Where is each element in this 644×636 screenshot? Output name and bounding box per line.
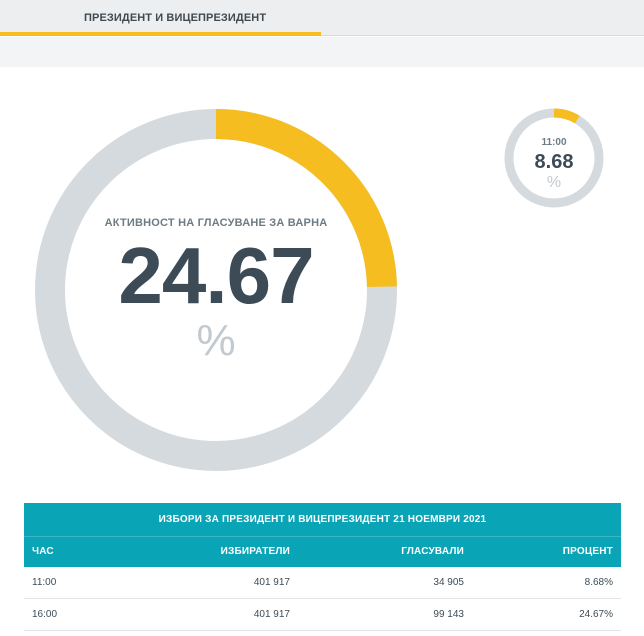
cell-hour: 16:00 (32, 609, 58, 620)
cell-voters: 401 917 (253, 609, 290, 620)
main-turnout-gauge: АКТИВНОСТ НА ГЛАСУВАНЕ ЗА ВАРНА 24.67 % (34, 108, 398, 472)
main-gauge-ring (35, 109, 397, 471)
cell-voted: 34 905 (433, 576, 464, 588)
tab-bar: ПРЕЗИДЕНТ И ВИЦЕПРЕЗИДЕНТ (0, 0, 644, 36)
cell-voted: 99 143 (433, 609, 464, 620)
cell-hour: 11:00 (32, 576, 57, 588)
tab-strip (0, 37, 644, 67)
table-row: 16:00 401 917 99 143 24.67% (24, 599, 621, 631)
turnout-data-table: ЧАС ИЗБИРАТЕЛИ ГЛАСУВАЛИ ПРОЦЕНТ 11:00 4… (24, 536, 621, 631)
cell-voters: 401 917 (253, 576, 290, 588)
hourly-gauge-unit: % (546, 174, 562, 191)
main-gauge-unit: % (196, 316, 236, 365)
turnout-table: ИЗБОРИ ЗА ПРЕЗИДЕНТ И ВИЦЕПРЕЗИДЕНТ 21 Н… (24, 503, 621, 631)
hourly-gauge-value: 8.68 (534, 151, 574, 173)
main-gauge-label: АКТИВНОСТ НА ГЛАСУВАНЕ ЗА ВАРНА (104, 217, 328, 229)
tab-president[interactable]: ПРЕЗИДЕНТ И ВИЦЕПРЕЗИДЕНТ (0, 0, 321, 36)
table-row: 11:00 401 917 34 905 8.68% (24, 567, 621, 599)
main-gauge-arc (35, 109, 397, 471)
hourly-gauge-arc (504, 108, 604, 208)
header-hour: ЧАС (32, 546, 54, 558)
hourly-gauge-ring (504, 108, 604, 208)
cell-percent: 24.67% (579, 609, 613, 620)
table-header-row: ЧАС ИЗБИРАТЕЛИ ГЛАСУВАЛИ ПРОЦЕНТ (24, 536, 621, 567)
main-gauge-value: 24.67 (118, 231, 314, 320)
cell-percent: 8.68% (584, 576, 613, 588)
hourly-gauge-time: 11:00 (541, 137, 567, 148)
header-voters: ИЗБИРАТЕЛИ (220, 546, 290, 558)
tab-label: ПРЕЗИДЕНТ И ВИЦЕПРЕЗИДЕНТ (84, 12, 267, 24)
header-voted: ГЛАСУВАЛИ (401, 546, 464, 558)
header-percent: ПРОЦЕНТ (562, 546, 613, 558)
hourly-turnout-gauge: 11:00 8.68 % (503, 107, 605, 209)
active-tab-indicator (0, 32, 321, 36)
table-title: ИЗБОРИ ЗА ПРЕЗИДЕНТ И ВИЦЕПРЕЗИДЕНТ 21 Н… (24, 503, 621, 536)
